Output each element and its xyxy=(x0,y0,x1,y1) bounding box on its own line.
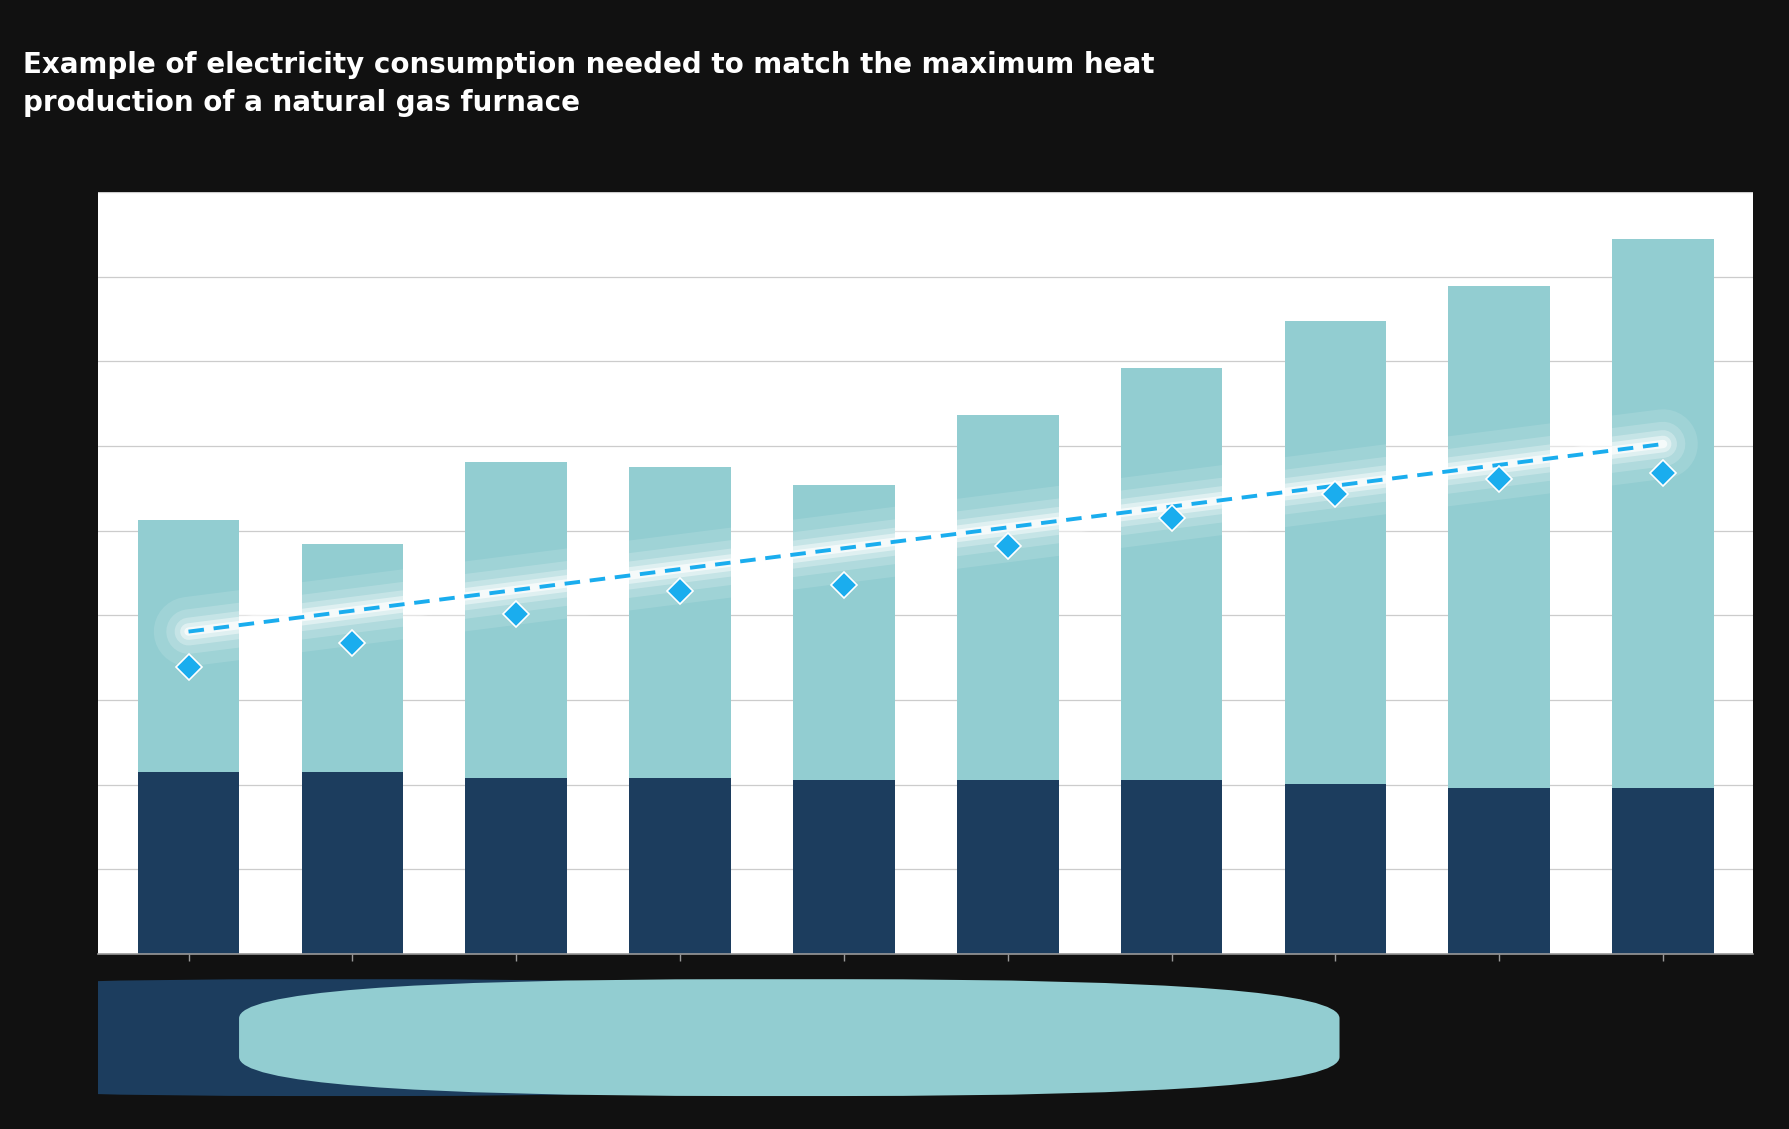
Bar xyxy=(302,544,403,772)
Bar xyxy=(793,780,894,954)
Bar xyxy=(138,772,240,954)
Bar xyxy=(1449,286,1549,788)
Bar xyxy=(138,520,240,772)
Bar xyxy=(630,778,732,954)
Bar xyxy=(630,467,732,778)
Bar xyxy=(302,772,403,954)
Bar xyxy=(1612,788,1714,954)
Bar xyxy=(1449,788,1549,954)
FancyBboxPatch shape xyxy=(0,979,893,1096)
Bar xyxy=(957,414,1059,780)
Bar xyxy=(793,485,894,780)
Bar xyxy=(1120,368,1222,780)
Text: Example of electricity consumption needed to match the maximum heat
production o: Example of electricity consumption neede… xyxy=(23,51,1154,117)
Bar xyxy=(957,780,1059,954)
Bar xyxy=(465,462,567,778)
Bar xyxy=(465,778,567,954)
FancyBboxPatch shape xyxy=(240,979,1340,1096)
Bar xyxy=(1612,239,1714,788)
Bar xyxy=(1285,784,1386,954)
Bar xyxy=(1285,321,1386,784)
Bar xyxy=(1120,780,1222,954)
